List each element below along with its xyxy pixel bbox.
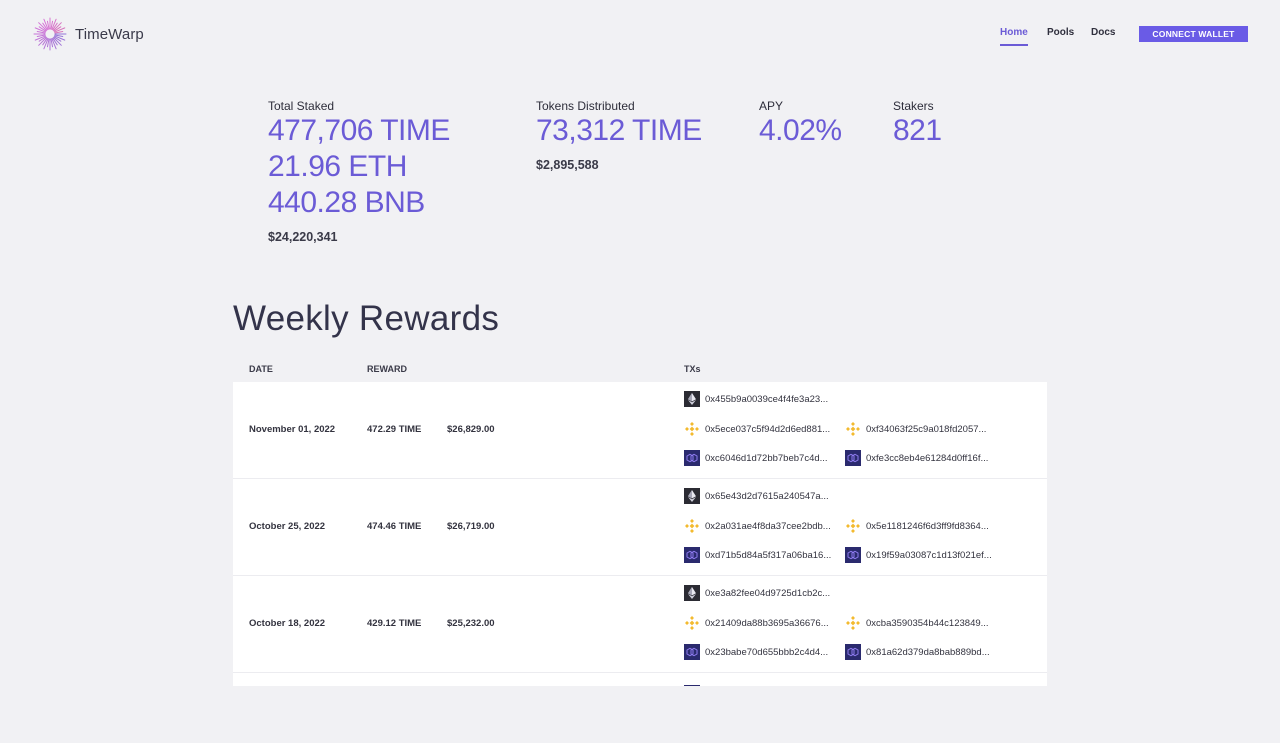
polygon-icon — [845, 547, 861, 563]
polygon-icon — [684, 547, 700, 563]
row-reward-usd: $25,232.00 — [447, 618, 495, 629]
table-row: October 18, 2022 429.12 TIME $25,232.00 … — [233, 576, 1047, 673]
row-reward-time: 472.29 TIME — [367, 424, 422, 435]
tx-hash: 0xd71b5d84a5f317a06ba16... — [705, 549, 832, 561]
row-reward-usd: $26,719.00 — [447, 521, 495, 532]
col-date: DATE — [249, 364, 273, 374]
tx-hash: 0x81a62d379da8bab889bd... — [866, 646, 990, 658]
polygon-tx-link[interactable]: 0xc6046d1d72bb7beb7c4d... — [684, 450, 828, 466]
bnb-tx-link[interactable]: 0x21409da88b3695a36676... — [684, 615, 829, 631]
polygon-icon — [684, 644, 700, 660]
bnb-icon — [684, 518, 700, 534]
table-row — [233, 673, 1047, 686]
polygon-tx-link[interactable]: 0xfe3cc8eb4e61284d0ff16f... — [845, 450, 988, 466]
brand-logo[interactable]: TimeWarp — [31, 17, 144, 51]
top-header: TimeWarp Home Pools Docs CONNECT WALLET — [0, 0, 1280, 68]
eth-tx-link[interactable]: 0x65e43d2d7615a240547a... — [684, 488, 829, 504]
nav-pools[interactable]: Pools — [1047, 27, 1075, 38]
stat-value-time: 477,706 TIME — [268, 114, 450, 147]
stat-usd: $2,895,588 — [536, 158, 599, 172]
polygon-tx-link[interactable]: 0x19f59a03087c1d13f021ef... — [845, 547, 992, 563]
tx-hash: 0x21409da88b3695a36676... — [705, 617, 829, 629]
eth-tx-link[interactable]: 0x455b9a0039ce4f4fe3a23... — [684, 391, 828, 407]
stat-value-eth: 21.96 ETH — [268, 150, 407, 183]
tx-hash: 0x65e43d2d7615a240547a... — [705, 490, 829, 502]
polygon-icon — [845, 450, 861, 466]
polygon-tx-link[interactable]: 0x81a62d379da8bab889bd... — [845, 644, 990, 660]
stat-value: 821 — [893, 114, 942, 147]
tx-hash: 0xe3a82fee04d9725d1cb2c... — [705, 587, 831, 599]
bnb-tx-link[interactable]: 0xf34063f25c9a018fd2057... — [845, 421, 986, 437]
eth-tx-link[interactable]: 0xe3a82fee04d9725d1cb2c... — [684, 585, 830, 601]
stat-label: APY — [759, 99, 784, 113]
bnb-icon — [845, 615, 861, 631]
table-row: November 01, 2022 472.29 TIME $26,829.00… — [233, 382, 1047, 479]
table-row: October 25, 2022 474.46 TIME $26,719.00 … — [233, 479, 1047, 576]
stat-apy: APY 4.02% — [759, 99, 842, 149]
weekly-rewards-title: Weekly Rewards — [233, 299, 500, 338]
brand-name: TimeWarp — [75, 25, 144, 43]
tx-hash: 0xf34063f25c9a018fd2057... — [866, 423, 987, 435]
connect-wallet-button[interactable]: CONNECT WALLET — [1139, 26, 1248, 42]
nav-home[interactable]: Home — [1000, 27, 1028, 46]
tx-hash: 0x23babe70d655bbb2c4d4... — [705, 646, 829, 658]
row-date: October 25, 2022 — [249, 521, 326, 532]
tx-hash: 0xc6046d1d72bb7beb7c4d... — [705, 452, 828, 464]
nav-docs[interactable]: Docs — [1091, 27, 1116, 38]
ethereum-icon — [684, 488, 700, 504]
polygon-icon — [684, 685, 700, 686]
tx-hash: 0xcba3590354b44c123849... — [866, 617, 989, 629]
polygon-tx-link[interactable]: 0xd71b5d84a5f317a06ba16... — [684, 547, 831, 563]
polygon-tx-link[interactable]: 0x23babe70d655bbb2c4d4... — [684, 644, 828, 660]
rewards-table-header: DATE REWARD TXs — [233, 362, 1047, 380]
row-date: October 18, 2022 — [249, 618, 326, 629]
bnb-tx-link[interactable]: 0x5ece037c5f94d2d6ed881... — [684, 421, 830, 437]
row-reward-time: 429.12 TIME — [367, 618, 422, 629]
bnb-tx-link[interactable]: 0xcba3590354b44c123849... — [845, 615, 989, 631]
bnb-icon — [845, 421, 861, 437]
row-reward-time: 474.46 TIME — [367, 521, 422, 532]
bnb-icon — [845, 518, 861, 534]
tx-hash: 0x19f59a03087c1d13f021ef... — [866, 549, 992, 561]
row-reward-usd: $26,829.00 — [447, 424, 495, 435]
ethereum-icon — [684, 391, 700, 407]
tx-hash: 0xfe3cc8eb4e61284d0ff16f... — [866, 452, 989, 464]
polygon-icon — [845, 644, 861, 660]
stat-label: Tokens Distributed — [536, 99, 635, 113]
radial-burst-logo-icon — [33, 17, 67, 51]
bnb-tx-link[interactable]: 0x2a031ae4f8da37cee2bdb... — [684, 518, 831, 534]
tx-hash: 0x2a031ae4f8da37cee2bdb... — [705, 520, 831, 532]
bnb-icon — [684, 421, 700, 437]
stat-value: 73,312 TIME — [536, 114, 702, 147]
bnb-icon — [684, 615, 700, 631]
polygon-icon — [684, 450, 700, 466]
rewards-table: November 01, 2022 472.29 TIME $26,829.00… — [233, 382, 1047, 686]
tx-hash: 0x5ece037c5f94d2d6ed881... — [705, 423, 831, 435]
stat-total-staked: Total Staked 477,706 TIME 21.96 ETH 440.… — [268, 99, 450, 244]
col-reward: REWARD — [367, 364, 407, 374]
tx-hash: 0x455b9a0039ce4f4fe3a23... — [705, 393, 829, 405]
stat-value-bnb: 440.28 BNB — [268, 186, 425, 219]
stat-value: 4.02% — [759, 114, 842, 147]
col-txs: TXs — [684, 364, 701, 374]
stat-stakers: Stakers 821 — [893, 99, 942, 149]
bnb-tx-link[interactable]: 0x5e1181246f6d3ff9fd8364... — [845, 518, 989, 534]
stat-label: Total Staked — [268, 99, 335, 113]
stat-usd: $24,220,341 — [268, 230, 338, 244]
stat-tokens-distributed: Tokens Distributed 73,312 TIME $2,895,58… — [536, 99, 702, 172]
row-date: November 01, 2022 — [249, 424, 336, 435]
stat-label: Stakers — [893, 99, 934, 113]
tx-hash: 0x5e1181246f6d3ff9fd8364... — [866, 520, 989, 532]
ethereum-icon — [684, 585, 700, 601]
